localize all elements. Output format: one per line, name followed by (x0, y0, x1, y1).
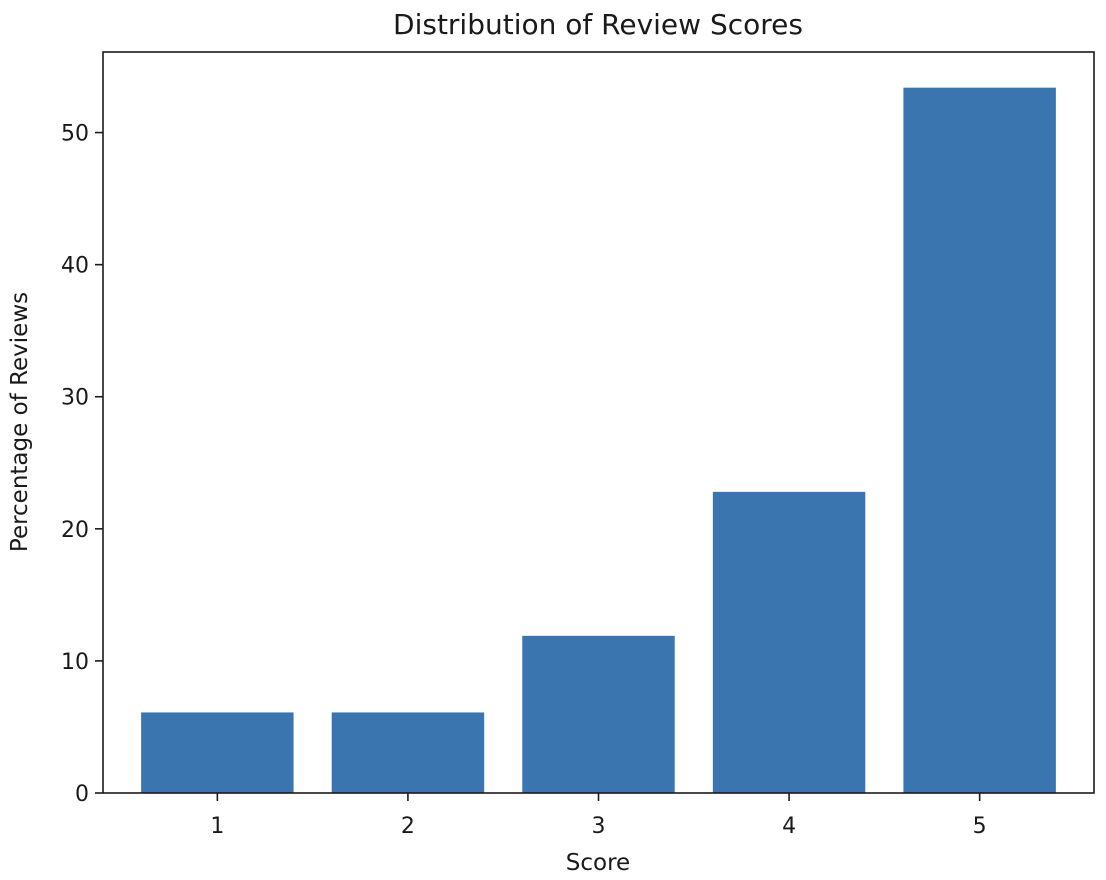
x-tick-label: 2 (401, 814, 415, 839)
y-tick-label: 50 (61, 122, 89, 147)
y-tick-label: 10 (61, 650, 89, 675)
x-tick-label: 3 (592, 814, 606, 839)
x-axis-ticks: 1 2 3 4 5 (210, 793, 987, 839)
x-axis-label: Score (566, 850, 630, 876)
x-tick-label: 4 (782, 814, 796, 839)
y-tick-label: 20 (61, 518, 89, 543)
bars-group (141, 87, 1056, 793)
bar-score-4 (712, 491, 866, 793)
bar-score-3 (522, 635, 675, 793)
x-tick-label: 5 (973, 814, 987, 839)
y-axis-label: Percentage of Reviews (7, 292, 33, 552)
chart-title: Distribution of Review Scores (393, 8, 803, 41)
bar-score-1 (141, 712, 294, 793)
y-tick-label: 30 (61, 386, 89, 411)
plot-frame (102, 51, 1095, 794)
y-tick-label: 40 (61, 254, 89, 279)
x-tick-label: 1 (210, 814, 224, 839)
y-axis-ticks: 0 10 20 30 40 50 (61, 122, 103, 807)
bar-score-2 (331, 712, 485, 793)
y-tick-label: 0 (75, 782, 89, 807)
bar-score-5 (903, 87, 1056, 793)
